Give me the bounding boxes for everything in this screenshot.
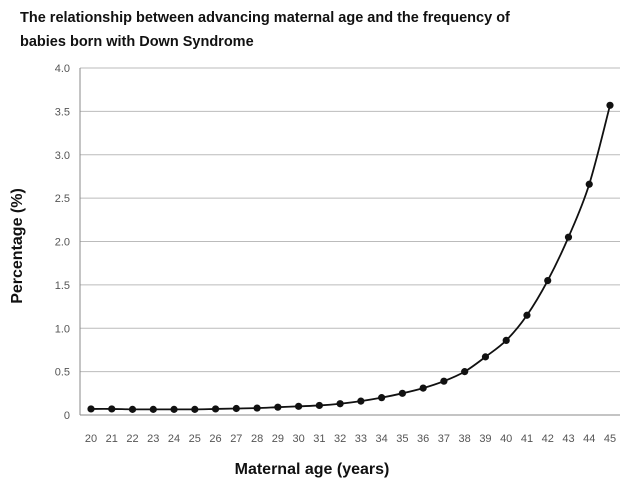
y-tick-labels: 0 0.5 1.0 1.5 2.0 2.5 3.0 3.5 4.0 xyxy=(55,63,70,422)
x-tick-label: 21 xyxy=(106,433,118,445)
data-point xyxy=(461,368,469,376)
x-tick-label: 25 xyxy=(189,433,201,445)
x-tick-label: 31 xyxy=(313,433,325,445)
y-axis-label: Percentage (%) xyxy=(9,188,26,304)
x-tick-label: 26 xyxy=(209,433,221,445)
data-point xyxy=(440,377,448,385)
x-tick-label: 20 xyxy=(85,433,97,445)
y-tick-label: 4.0 xyxy=(55,63,70,75)
x-tick-label: 44 xyxy=(583,433,595,445)
x-tick-label: 37 xyxy=(438,433,450,445)
x-tick-labels: 20 21 22 23 24 25 26 27 28 29 30 31 32 33 34 35 36 37 38 39… xyxy=(85,433,616,445)
data-point xyxy=(544,276,552,285)
x-tick-label: 23 xyxy=(147,433,159,445)
data-point xyxy=(295,402,303,410)
data-point xyxy=(149,405,157,413)
data-point xyxy=(502,336,510,344)
data-point xyxy=(87,405,95,413)
x-tick-label: 22 xyxy=(126,433,138,445)
chart-title-line-1: The relationship between advancing mater… xyxy=(20,10,510,26)
x-tick-label: 40 xyxy=(500,433,512,445)
data-point xyxy=(108,405,116,413)
data-point xyxy=(232,404,240,413)
data-point xyxy=(315,401,323,410)
data-point xyxy=(523,311,531,319)
y-tick-label: 2.0 xyxy=(55,237,70,249)
data-point xyxy=(378,394,386,402)
data-point xyxy=(274,403,282,411)
data-point xyxy=(357,397,365,405)
data-point xyxy=(481,353,490,361)
x-tick-label: 28 xyxy=(251,433,263,445)
x-tick-label: 34 xyxy=(376,433,388,445)
y-tick-label: 0 xyxy=(64,410,70,422)
data-series xyxy=(87,101,614,413)
x-tick-label: 42 xyxy=(542,433,554,445)
data-point xyxy=(606,101,614,109)
data-point xyxy=(419,384,427,392)
x-tick-label: 39 xyxy=(479,433,491,445)
grid-lines xyxy=(80,67,620,373)
axes xyxy=(79,68,620,416)
data-point xyxy=(191,405,199,413)
x-tick-label: 43 xyxy=(562,433,574,445)
x-tick-label: 38 xyxy=(459,433,471,445)
data-point xyxy=(128,405,137,413)
x-tick-label: 24 xyxy=(168,433,180,445)
data-point xyxy=(253,404,261,412)
y-tick-label: 2.5 xyxy=(55,193,70,205)
y-tick-label: 1.0 xyxy=(55,323,70,335)
data-point xyxy=(585,180,593,188)
x-tick-label: 30 xyxy=(292,433,304,445)
y-tick-label: 3.5 xyxy=(55,106,70,118)
series-line xyxy=(90,105,611,411)
x-axis-label: Maternal age (years) xyxy=(235,461,390,478)
x-tick-label: 29 xyxy=(272,433,284,445)
y-tick-label: 1.5 xyxy=(55,280,70,292)
chart-title: The relationship between advancing mater… xyxy=(20,6,610,54)
x-tick-label: 35 xyxy=(396,433,408,445)
data-point xyxy=(211,405,220,413)
data-point xyxy=(398,389,406,397)
y-tick-label: 3.0 xyxy=(55,150,70,162)
x-tick-label: 27 xyxy=(230,433,242,445)
x-tick-label: 41 xyxy=(521,433,533,445)
chart-title-line-2: babies born with Down Syndrome xyxy=(20,34,254,50)
x-tick-label: 32 xyxy=(334,433,346,445)
data-point xyxy=(564,233,573,241)
data-point xyxy=(170,405,178,413)
x-tick-label: 33 xyxy=(355,433,367,445)
x-tick-label: 36 xyxy=(417,433,429,445)
x-tick-label: 45 xyxy=(604,433,616,445)
y-tick-label: 0.5 xyxy=(55,367,70,379)
data-point xyxy=(336,400,344,408)
